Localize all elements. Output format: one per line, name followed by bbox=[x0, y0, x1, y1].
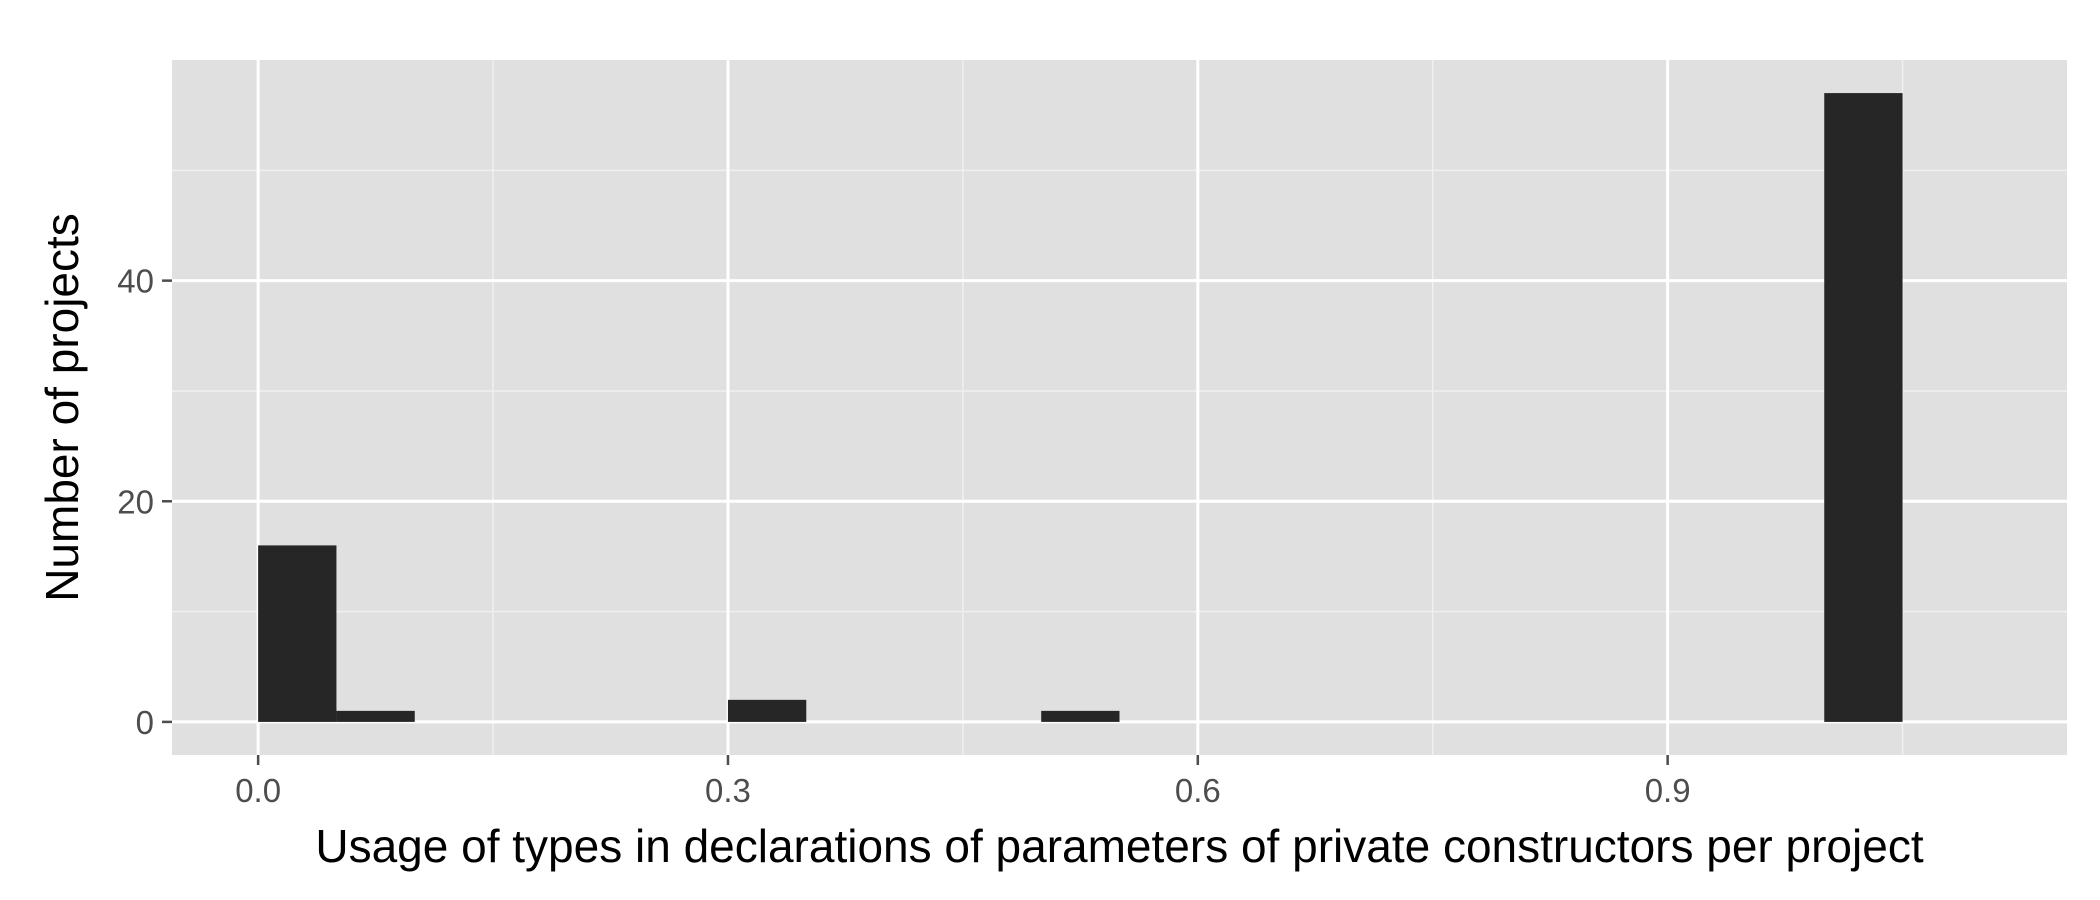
x-tick-label: 0.9 bbox=[1645, 772, 1691, 809]
histogram-bar bbox=[336, 710, 415, 722]
x-tick-label: 0.0 bbox=[235, 772, 281, 809]
y-axis-title: Number of projects bbox=[36, 213, 88, 602]
x-tick-label: 0.3 bbox=[705, 772, 751, 809]
x-axis-title: Usage of types in declarations of parame… bbox=[315, 820, 1923, 872]
x-axis: 0.0 0.3 0.6 0.9 bbox=[235, 755, 1691, 809]
y-tick-label: 40 bbox=[117, 263, 154, 300]
x-tick-label: 0.6 bbox=[1175, 772, 1221, 809]
y-axis: 0 20 40 bbox=[117, 263, 172, 741]
y-tick-label: 0 bbox=[136, 704, 154, 741]
histogram-bar bbox=[1041, 710, 1120, 722]
plot-panel bbox=[172, 60, 2067, 755]
bars bbox=[258, 93, 1903, 722]
y-tick-label: 20 bbox=[117, 483, 154, 520]
histogram-bar bbox=[727, 699, 807, 722]
histogram-bar bbox=[258, 545, 337, 722]
histogram-bar bbox=[1824, 93, 1903, 722]
grid-lines bbox=[172, 60, 2067, 755]
